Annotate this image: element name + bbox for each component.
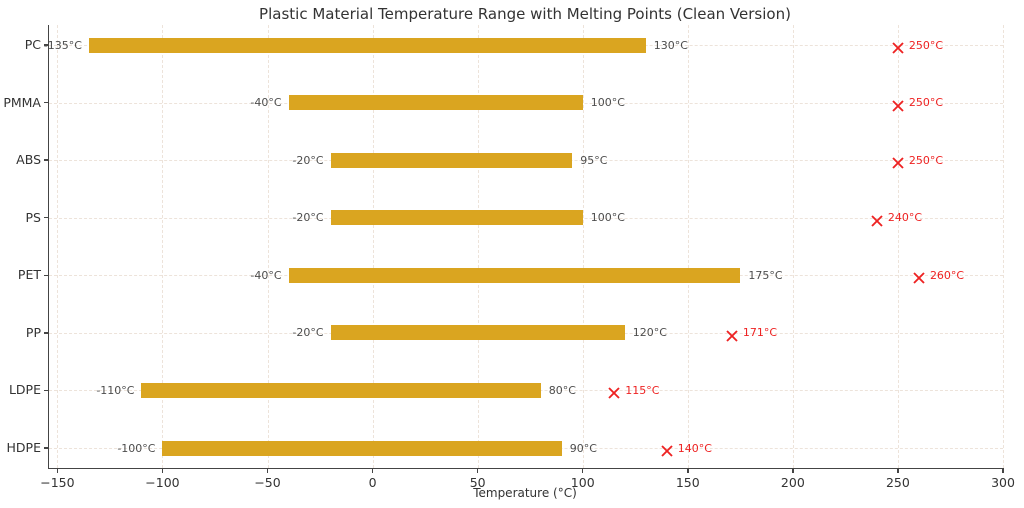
melting-point-label: 171°C: [742, 326, 778, 340]
y-category-label: PS: [25, 209, 41, 225]
x-tick-label: −150: [40, 475, 75, 490]
y-tick-mark: [44, 44, 49, 46]
x-tick-mark: [792, 468, 794, 473]
x-gridline: [267, 25, 269, 468]
chart-title: Plastic Material Temperature Range with …: [259, 5, 791, 23]
y-category-label: PET: [17, 267, 41, 283]
x-gridline: [897, 25, 899, 468]
x-tick-label: 300: [991, 475, 1015, 490]
temperature-range-bar: [141, 382, 541, 398]
x-tick-label: 200: [780, 475, 805, 490]
y-tick-mark: [44, 332, 49, 334]
x-tick-mark: [371, 468, 374, 473]
x-gridline: [582, 25, 584, 468]
melting-point-label: 240°C: [887, 211, 923, 225]
x-tick-label: 250: [885, 475, 910, 490]
temperature-range-bar: [330, 210, 583, 226]
melting-point-marker: [608, 384, 620, 403]
melting-point-label: 250°C: [908, 153, 944, 167]
y-tick-mark: [44, 447, 49, 449]
x-tick-mark: [476, 468, 479, 473]
max-temp-label: 120°C: [632, 326, 667, 340]
x-gridline: [162, 25, 164, 468]
y-category-label: LDPE: [8, 382, 41, 398]
x-tick-mark: [687, 468, 689, 473]
melting-point-label: 250°C: [908, 96, 944, 110]
melting-point-label: 140°C: [677, 441, 712, 455]
min-temp-label: -135°C: [43, 38, 82, 52]
x-tick-label: −100: [145, 475, 180, 490]
y-category-label: ABS: [16, 152, 41, 168]
x-tick-mark: [56, 468, 59, 473]
temperature-range-bar: [330, 325, 625, 341]
melting-point-marker: [913, 269, 925, 288]
melting-point-marker: [726, 327, 738, 346]
y-tick-mark: [44, 101, 49, 104]
x-tick-mark: [897, 468, 899, 473]
min-temp-label: -20°C: [292, 153, 324, 167]
temperature-range-bar: [330, 152, 573, 168]
y-tick-mark: [44, 159, 49, 161]
y-tick-mark: [44, 216, 49, 219]
melting-point-label: 260°C: [929, 268, 965, 282]
x-tick-mark: [161, 468, 164, 473]
max-temp-label: 100°C: [590, 211, 625, 225]
melting-point-label: 250°C: [908, 38, 944, 52]
x-gridline: [687, 25, 689, 468]
min-temp-label: -20°C: [292, 211, 324, 225]
min-temp-label: -110°C: [96, 383, 135, 397]
x-tick-label: −50: [254, 475, 281, 490]
min-temp-label: -100°C: [117, 441, 156, 455]
melting-point-marker: [892, 97, 904, 116]
x-tick-label: 100: [570, 475, 595, 490]
y-category-label: PC: [24, 37, 41, 52]
x-gridline: [1003, 25, 1004, 468]
max-temp-label: 100°C: [590, 96, 625, 110]
max-temp-label: 130°C: [653, 38, 688, 52]
max-temp-label: 95°C: [580, 153, 608, 167]
x-tick-mark: [581, 468, 584, 473]
x-axis-label: Temperature (°C): [473, 486, 577, 500]
y-tick-mark: [44, 389, 49, 392]
temperature-range-bar: [162, 440, 562, 456]
min-temp-label: -20°C: [292, 326, 324, 340]
max-temp-label: 175°C: [748, 268, 783, 282]
x-tick-label: 150: [675, 475, 700, 490]
plot-area: −150 −100 −50 0 50 100 150 200 250 300 PC -135°C 130…: [3, 25, 1015, 490]
max-temp-label: 80°C: [548, 383, 576, 397]
melting-point-marker: [871, 212, 883, 231]
temperature-range-bar: [288, 267, 741, 283]
x-gridline: [372, 25, 374, 468]
y-category-label: PP: [25, 324, 41, 340]
x-tick-label: 0: [368, 475, 377, 490]
x-tick-label: 50: [469, 475, 486, 490]
melting-point-marker: [892, 39, 904, 58]
temperature-range-bar: [88, 37, 646, 53]
y-category-label: HDPE: [6, 440, 41, 455]
min-temp-label: -40°C: [250, 268, 282, 282]
y-category-label: PMMA: [3, 94, 41, 110]
melting-point-marker: [661, 442, 673, 461]
melting-point-label: 115°C: [625, 383, 660, 397]
melting-point-marker: [892, 154, 904, 173]
x-gridline: [477, 25, 479, 468]
x-gridline: [57, 25, 59, 468]
x-tick-mark: [266, 468, 269, 473]
max-temp-label: 90°C: [569, 441, 597, 455]
y-tick-mark: [44, 274, 49, 277]
x-gridline: [792, 25, 794, 468]
min-temp-label: -40°C: [250, 96, 282, 110]
temperature-range-bar: [288, 95, 583, 111]
x-tick-mark: [1002, 468, 1004, 473]
